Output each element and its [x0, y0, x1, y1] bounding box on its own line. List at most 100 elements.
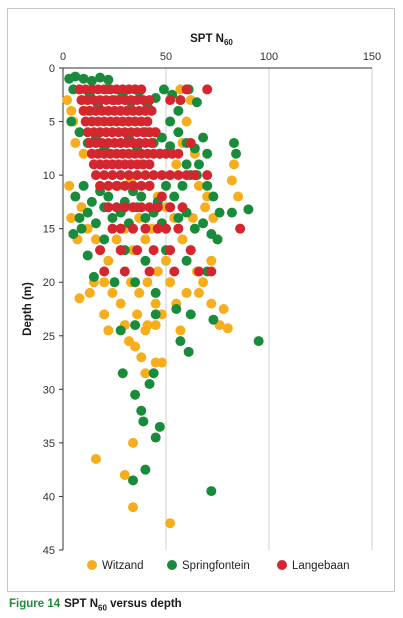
data-point	[90, 170, 101, 181]
data-point	[150, 287, 161, 298]
data-point	[165, 170, 176, 181]
data-point	[198, 218, 209, 229]
data-point	[140, 464, 151, 475]
data-point	[165, 277, 176, 288]
data-point	[161, 180, 171, 191]
data-point	[138, 416, 149, 427]
y-tick-label: 30	[43, 384, 55, 396]
data-point	[115, 325, 126, 336]
data-point	[206, 486, 217, 497]
data-point	[130, 277, 141, 288]
data-point	[99, 266, 110, 277]
data-point	[171, 159, 182, 170]
data-point	[165, 202, 176, 213]
y-tick-label: 35	[43, 438, 55, 450]
data-point	[74, 212, 85, 223]
data-point	[84, 287, 95, 298]
data-point	[107, 287, 118, 298]
data-point	[181, 170, 192, 181]
data-point	[181, 287, 192, 298]
data-point	[144, 378, 155, 389]
scatter-chart: SPT N60 0 50 100 150 0 5 10 15 20 25 30 35 40 45 Depth …	[22, 33, 381, 572]
data-point	[206, 266, 217, 277]
data-point	[212, 234, 223, 245]
data-point	[140, 325, 151, 336]
data-point	[136, 352, 147, 363]
data-point	[119, 202, 130, 213]
data-point	[95, 245, 106, 256]
data-point	[165, 141, 176, 152]
data-point	[99, 234, 110, 245]
data-point	[99, 277, 110, 288]
data-point	[62, 95, 73, 106]
legend-marker	[87, 560, 97, 570]
data-point	[181, 159, 192, 170]
data-point	[99, 309, 110, 320]
legend-label: Langebaan	[292, 560, 350, 572]
data-point	[208, 314, 219, 325]
x-tick-label: 100	[260, 51, 278, 63]
data-point	[95, 180, 106, 191]
data-point	[214, 207, 225, 218]
data-point	[231, 148, 242, 159]
caption-text: SPT N	[64, 598, 99, 610]
data-point	[128, 437, 139, 448]
y-tick-label: 40	[43, 491, 55, 503]
figure-number: Figure 14	[9, 598, 61, 610]
data-point	[183, 346, 194, 357]
data-point	[103, 325, 114, 336]
data-point	[181, 255, 192, 266]
data-point	[66, 116, 77, 127]
data-point	[66, 105, 77, 116]
data-point	[86, 196, 97, 207]
y-tick-label: 5	[49, 117, 55, 129]
chart-title: SPT N60	[190, 33, 233, 47]
caption-suffix: versus depth	[106, 598, 182, 610]
legend-marker	[277, 560, 287, 570]
data-point	[117, 368, 128, 379]
data-point	[169, 266, 180, 277]
data-point	[150, 309, 161, 320]
data-point	[228, 137, 239, 148]
data-point	[189, 170, 200, 181]
x-tick-label: 150	[363, 51, 381, 63]
data-point	[150, 432, 161, 443]
data-point	[103, 191, 114, 202]
data-point	[136, 84, 147, 95]
data-point	[109, 277, 120, 288]
data-point	[177, 180, 188, 191]
y-tick-label: 20	[43, 277, 55, 289]
data-point	[115, 170, 126, 181]
data-point	[88, 271, 99, 282]
data-point	[226, 175, 237, 186]
data-point	[165, 518, 176, 529]
data-point	[130, 320, 141, 331]
data-point	[189, 223, 200, 234]
data-point	[74, 127, 85, 138]
data-point	[198, 132, 209, 143]
legend-label: Springfontein	[182, 560, 250, 572]
data-point	[169, 191, 180, 202]
y-axis-label: Depth (m)	[22, 282, 34, 336]
data-point	[202, 148, 213, 159]
data-point	[119, 470, 130, 481]
y-tick-label: 45	[43, 545, 55, 557]
data-point	[181, 84, 192, 95]
data-point	[173, 127, 184, 138]
x-tick-label: 50	[160, 51, 172, 63]
data-point	[202, 170, 213, 181]
data-point	[148, 368, 159, 379]
data-point	[206, 255, 217, 266]
data-point	[128, 202, 139, 213]
data-point	[175, 95, 186, 106]
data-point	[90, 218, 101, 229]
x-tick-label: 0	[60, 51, 66, 63]
data-point	[132, 245, 143, 256]
legend-marker	[167, 560, 177, 570]
data-point	[175, 325, 186, 336]
data-point	[218, 304, 229, 314]
data-point	[193, 287, 204, 298]
data-point	[150, 127, 161, 138]
data-point	[128, 223, 139, 234]
data-point	[103, 74, 114, 85]
